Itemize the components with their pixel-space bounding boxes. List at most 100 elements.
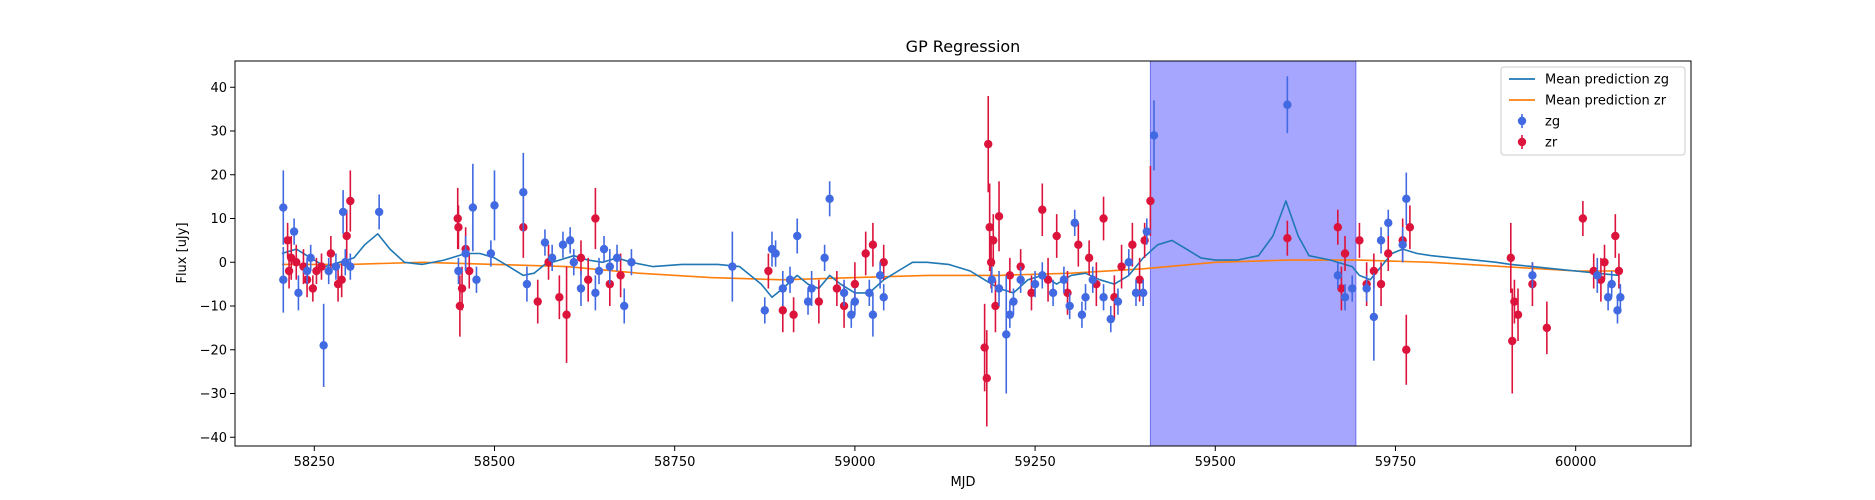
data-point [865, 288, 874, 298]
data-point [1005, 310, 1015, 319]
data-point [599, 244, 609, 254]
data-point [1131, 288, 1141, 298]
data-point [1077, 310, 1087, 319]
data-point [825, 194, 834, 204]
mean-prediction-zr-line [281, 259, 1619, 281]
data-point [346, 262, 355, 271]
data-point [982, 373, 991, 383]
data-point [342, 231, 351, 241]
y-axis-label: Flux [uJy] [175, 222, 190, 283]
data-point [616, 271, 625, 280]
data-point [1106, 314, 1115, 324]
data-point [1128, 240, 1137, 249]
data-point [454, 266, 463, 276]
data-point [1070, 218, 1079, 228]
y-tick-label: 0 [219, 256, 227, 271]
data-point [1508, 336, 1517, 346]
data-point [283, 236, 292, 245]
x-tick-label: 60000 [1555, 455, 1596, 470]
data-point [468, 203, 478, 212]
data-point [1603, 293, 1613, 302]
data-point [627, 258, 636, 267]
data-point [1065, 301, 1074, 311]
data-point [289, 227, 299, 236]
data-point [1084, 253, 1094, 263]
data-point [1614, 266, 1624, 276]
data-point [292, 258, 301, 267]
data-point [1340, 293, 1350, 302]
data-point [1048, 288, 1058, 298]
data-point [1384, 218, 1393, 228]
data-point [1333, 271, 1343, 280]
y-tick-label: 30 [210, 125, 227, 140]
y-tick-label: −30 [200, 387, 227, 402]
data-point [1402, 345, 1411, 354]
data-point [338, 207, 348, 217]
legend-marker-swatch [1517, 116, 1527, 126]
y-tick-label: 20 [210, 168, 227, 183]
data-point [868, 310, 878, 319]
data-point [868, 240, 878, 249]
data-point [879, 293, 888, 302]
highlight-span-layer [1149, 60, 1357, 447]
data-point [1117, 262, 1126, 271]
data-point [1283, 100, 1292, 109]
x-tick-label: 59500 [1195, 455, 1236, 470]
data-point [1616, 293, 1625, 302]
data-point [331, 262, 341, 271]
data-point [879, 258, 888, 267]
highlight-span [1149, 60, 1357, 447]
data-point [1369, 312, 1379, 322]
data-point [1038, 205, 1047, 214]
data-point [1405, 223, 1415, 232]
data-point [839, 288, 849, 298]
data-point [861, 249, 870, 258]
data-point [1333, 223, 1343, 232]
data-point [519, 188, 528, 197]
data-point [1099, 293, 1108, 302]
data-point [612, 253, 622, 263]
data-point [764, 266, 773, 276]
data-point [850, 297, 860, 306]
zg-errorbar-points [279, 76, 1625, 394]
data-point [1002, 330, 1011, 339]
data-point [1059, 275, 1069, 284]
data-point [1600, 258, 1609, 267]
series-line [281, 200, 1619, 299]
data-point [1030, 279, 1040, 289]
data-point [832, 284, 842, 293]
x-axis-label: MJD [950, 475, 975, 490]
data-point [591, 288, 600, 298]
data-point [605, 262, 615, 271]
data-point [1376, 279, 1386, 289]
data-point [785, 275, 795, 284]
x-tick-label: 59000 [834, 455, 875, 470]
data-point [1081, 293, 1090, 302]
data-point [789, 310, 798, 319]
data-point [820, 253, 829, 263]
series-line [281, 259, 1619, 281]
data-point [1506, 253, 1516, 263]
x-tick-label: 58500 [474, 455, 515, 470]
y-tick-label: −20 [200, 343, 227, 358]
data-point [1542, 323, 1552, 333]
data-point [778, 284, 788, 293]
data-point [569, 258, 578, 267]
data-point [1088, 275, 1097, 284]
data-point [807, 284, 816, 293]
data-point [1038, 271, 1047, 280]
y-axis: −40 −30 −20 −10 0 10 20 30 40 [200, 81, 235, 446]
data-point [1009, 297, 1018, 306]
mean-prediction-zg-line [281, 200, 1619, 299]
data-point [778, 306, 788, 315]
y-tick-label: −10 [200, 300, 227, 315]
data-point [847, 310, 856, 319]
chart-title: GP Regression [906, 37, 1021, 56]
data-point [457, 284, 467, 293]
data-point [1355, 236, 1364, 245]
data-point [987, 275, 997, 284]
data-point [994, 284, 1004, 293]
data-point [1113, 297, 1123, 306]
data-point [547, 253, 557, 263]
data-point [317, 262, 326, 271]
